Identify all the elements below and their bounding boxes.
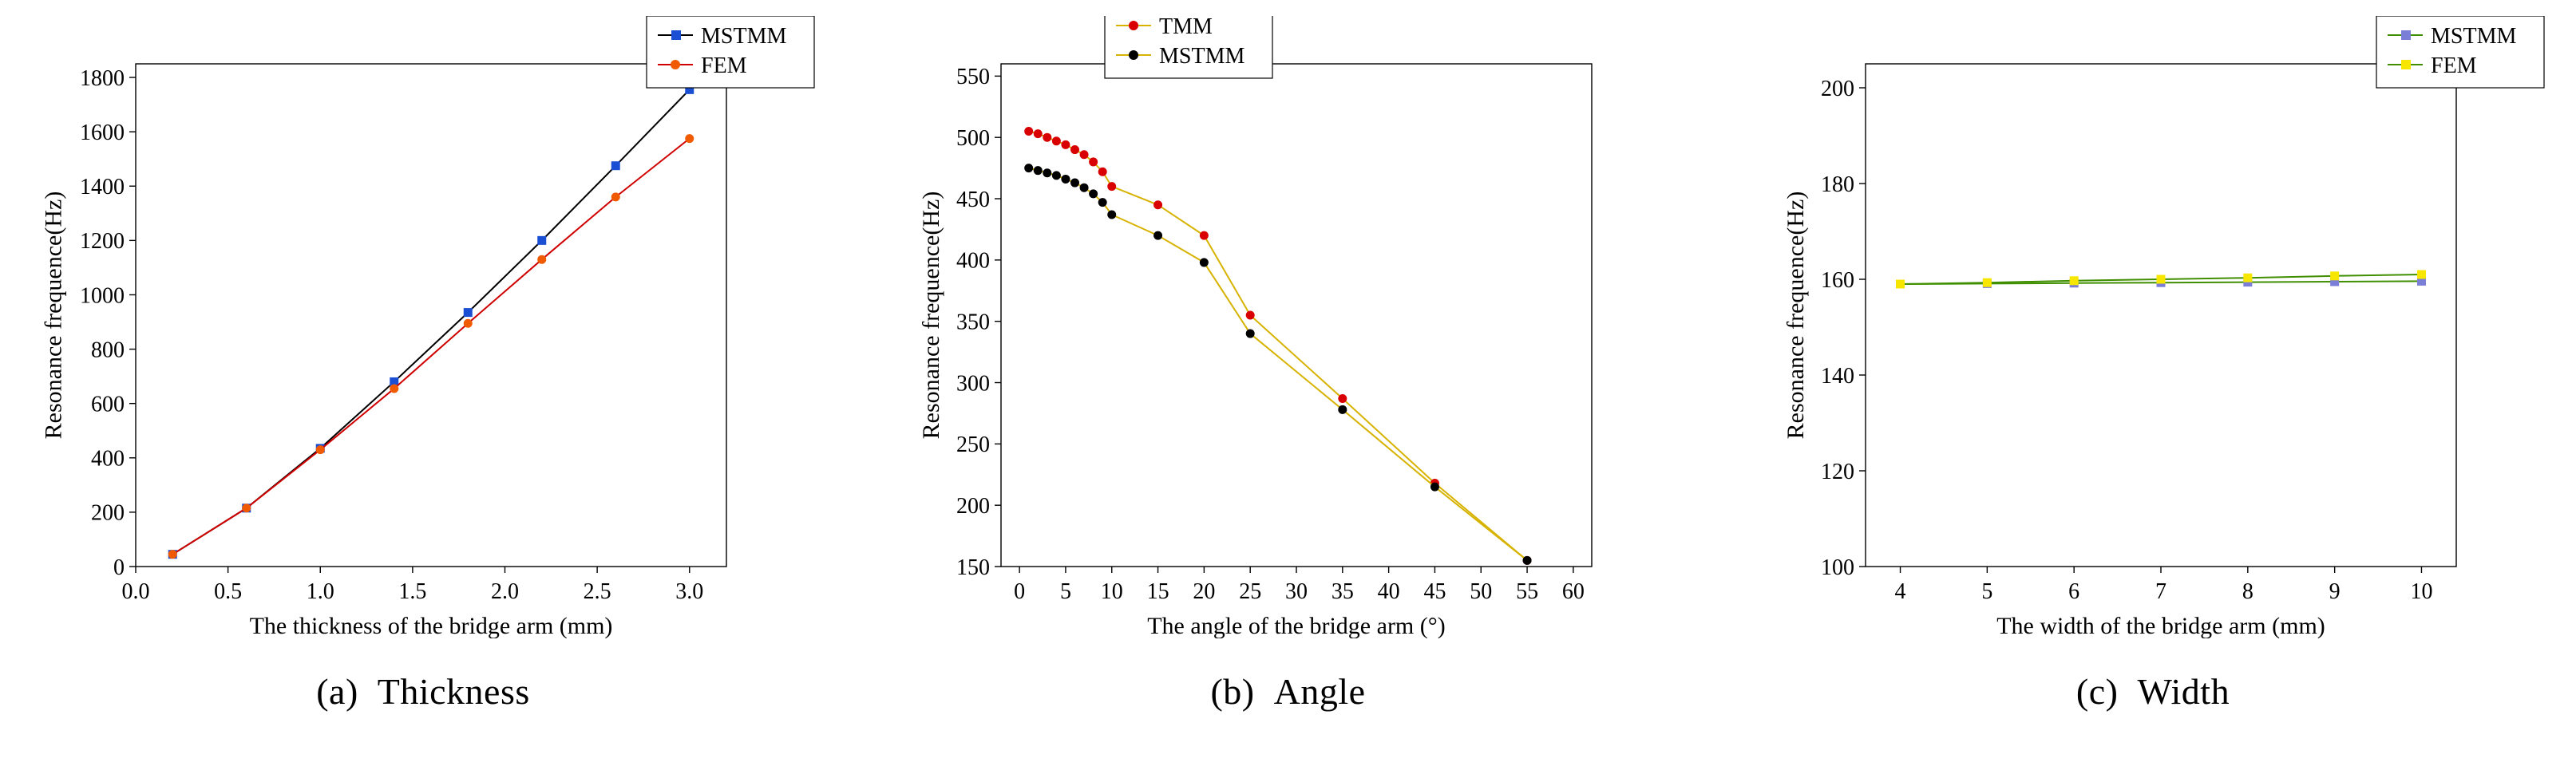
svg-text:550: 550 (956, 65, 990, 89)
chart-a: 0.0 0.5 1.0 1.5 2.0 2.5 3.0 0 200 400 600 800 1000 12… (24, 16, 822, 638)
svg-text:1200: 1200 (80, 229, 125, 254)
svg-text:25: 25 (1239, 579, 1261, 604)
subcaption-b: (b) Angle (1210, 670, 1365, 713)
svg-text:35: 35 (1331, 579, 1353, 604)
svg-text:1.5: 1.5 (398, 579, 426, 604)
svg-text:7: 7 (2155, 579, 2166, 604)
svg-text:Resonance frequence(Hz): Resonance frequence(Hz) (1783, 192, 1809, 440)
svg-text:180: 180 (1821, 172, 1854, 197)
svg-text:MSTMM: MSTMM (2431, 24, 2516, 49)
svg-text:The angle of the bridge arm (°: The angle of the bridge arm (°) (1147, 613, 1446, 638)
subcaption-c-prefix: (c) (2076, 671, 2119, 712)
subcaption-c: (c) Width (2076, 670, 2230, 713)
svg-text:3.0: 3.0 (675, 579, 703, 604)
figure-row: 0.00.51.01.52.02.53.00200400600800100012… (0, 0, 2576, 778)
subcaption-a: (a) Thickness (316, 670, 530, 713)
svg-text:55: 55 (1516, 579, 1538, 604)
svg-text:4: 4 (1895, 579, 1906, 604)
svg-text:TMM: TMM (1159, 16, 1213, 39)
svg-text:200: 200 (956, 494, 990, 519)
svg-text:600: 600 (91, 392, 125, 417)
svg-text:2.5: 2.5 (584, 579, 611, 604)
svg-text:1600: 1600 (80, 120, 125, 145)
svg-text:1400: 1400 (80, 175, 125, 199)
svg-text:0.5: 0.5 (214, 579, 242, 604)
svg-text:40: 40 (1377, 579, 1399, 604)
chart-c: 4 5 6 7 8 9 10 100 120 140 160 180 200 The width of t… (1754, 16, 2552, 638)
svg-text:20: 20 (1193, 579, 1215, 604)
subcaption-a-text: Thickness (378, 671, 530, 712)
svg-text:5: 5 (1059, 579, 1070, 604)
svg-text:Resonance frequence(Hz): Resonance frequence(Hz) (917, 192, 944, 440)
svg-text:6: 6 (2068, 579, 2079, 604)
svg-text:MSTMM: MSTMM (1159, 44, 1244, 69)
svg-text:800: 800 (91, 338, 125, 362)
svg-text:500: 500 (956, 126, 990, 151)
svg-text:10: 10 (2410, 579, 2432, 604)
svg-text:200: 200 (91, 501, 125, 526)
svg-text:250: 250 (956, 432, 990, 457)
svg-text:140: 140 (1821, 364, 1854, 389)
svg-text:The thickness of the bridge ar: The thickness of the bridge arm (mm) (250, 613, 613, 638)
svg-text:1.0: 1.0 (307, 579, 334, 604)
subcaption-a-prefix: (a) (316, 671, 358, 712)
svg-text:0: 0 (1014, 579, 1025, 604)
svg-text:9: 9 (2329, 579, 2341, 604)
svg-text:120: 120 (1821, 460, 1854, 484)
svg-text:MSTMM: MSTMM (701, 24, 786, 49)
svg-text:8: 8 (2242, 579, 2254, 604)
svg-text:350: 350 (956, 310, 990, 334)
svg-text:5: 5 (1981, 579, 1992, 604)
svg-text:Resonance frequence(Hz): Resonance frequence(Hz) (40, 192, 66, 440)
svg-text:0: 0 (113, 555, 125, 580)
subcaption-c-text: Width (2137, 671, 2230, 712)
svg-text:FEM: FEM (2431, 53, 2477, 78)
svg-text:30: 30 (1285, 579, 1308, 604)
svg-text:60: 60 (1561, 579, 1584, 604)
svg-text:0.0: 0.0 (122, 579, 150, 604)
panel-b: 0 5 10 15 20 25 30 35 40 45 50 55 60 150 200 250 300 350 4… (889, 16, 1688, 713)
svg-text:50: 50 (1470, 579, 1492, 604)
svg-text:400: 400 (91, 447, 125, 472)
svg-text:15: 15 (1146, 579, 1169, 604)
svg-text:300: 300 (956, 371, 990, 396)
svg-text:150: 150 (956, 555, 990, 580)
svg-text:450: 450 (956, 188, 990, 212)
svg-text:160: 160 (1821, 268, 1854, 293)
subcaption-b-prefix: (b) (1210, 671, 1254, 712)
svg-text:2.0: 2.0 (491, 579, 519, 604)
panel-a: 0.0 0.5 1.0 1.5 2.0 2.5 3.0 0 200 400 600 800 1000 12… (24, 16, 822, 713)
svg-text:45: 45 (1423, 579, 1446, 604)
svg-text:100: 100 (1821, 555, 1854, 580)
svg-text:FEM: FEM (701, 53, 747, 78)
chart-b: 0 5 10 15 20 25 30 35 40 45 50 55 60 150 200 250 300 350 4… (889, 16, 1688, 638)
svg-text:The width of the bridge arm (m: The width of the bridge arm (mm) (1996, 613, 2325, 638)
svg-text:400: 400 (956, 249, 990, 274)
svg-text:1000: 1000 (80, 283, 125, 308)
svg-text:1800: 1800 (80, 66, 125, 91)
svg-text:10: 10 (1100, 579, 1122, 604)
panel-c: 4 5 6 7 8 9 10 100 120 140 160 180 200 The width of t… (1754, 16, 2552, 713)
svg-text:200: 200 (1821, 77, 1854, 101)
subcaption-b-text: Angle (1274, 671, 1366, 712)
